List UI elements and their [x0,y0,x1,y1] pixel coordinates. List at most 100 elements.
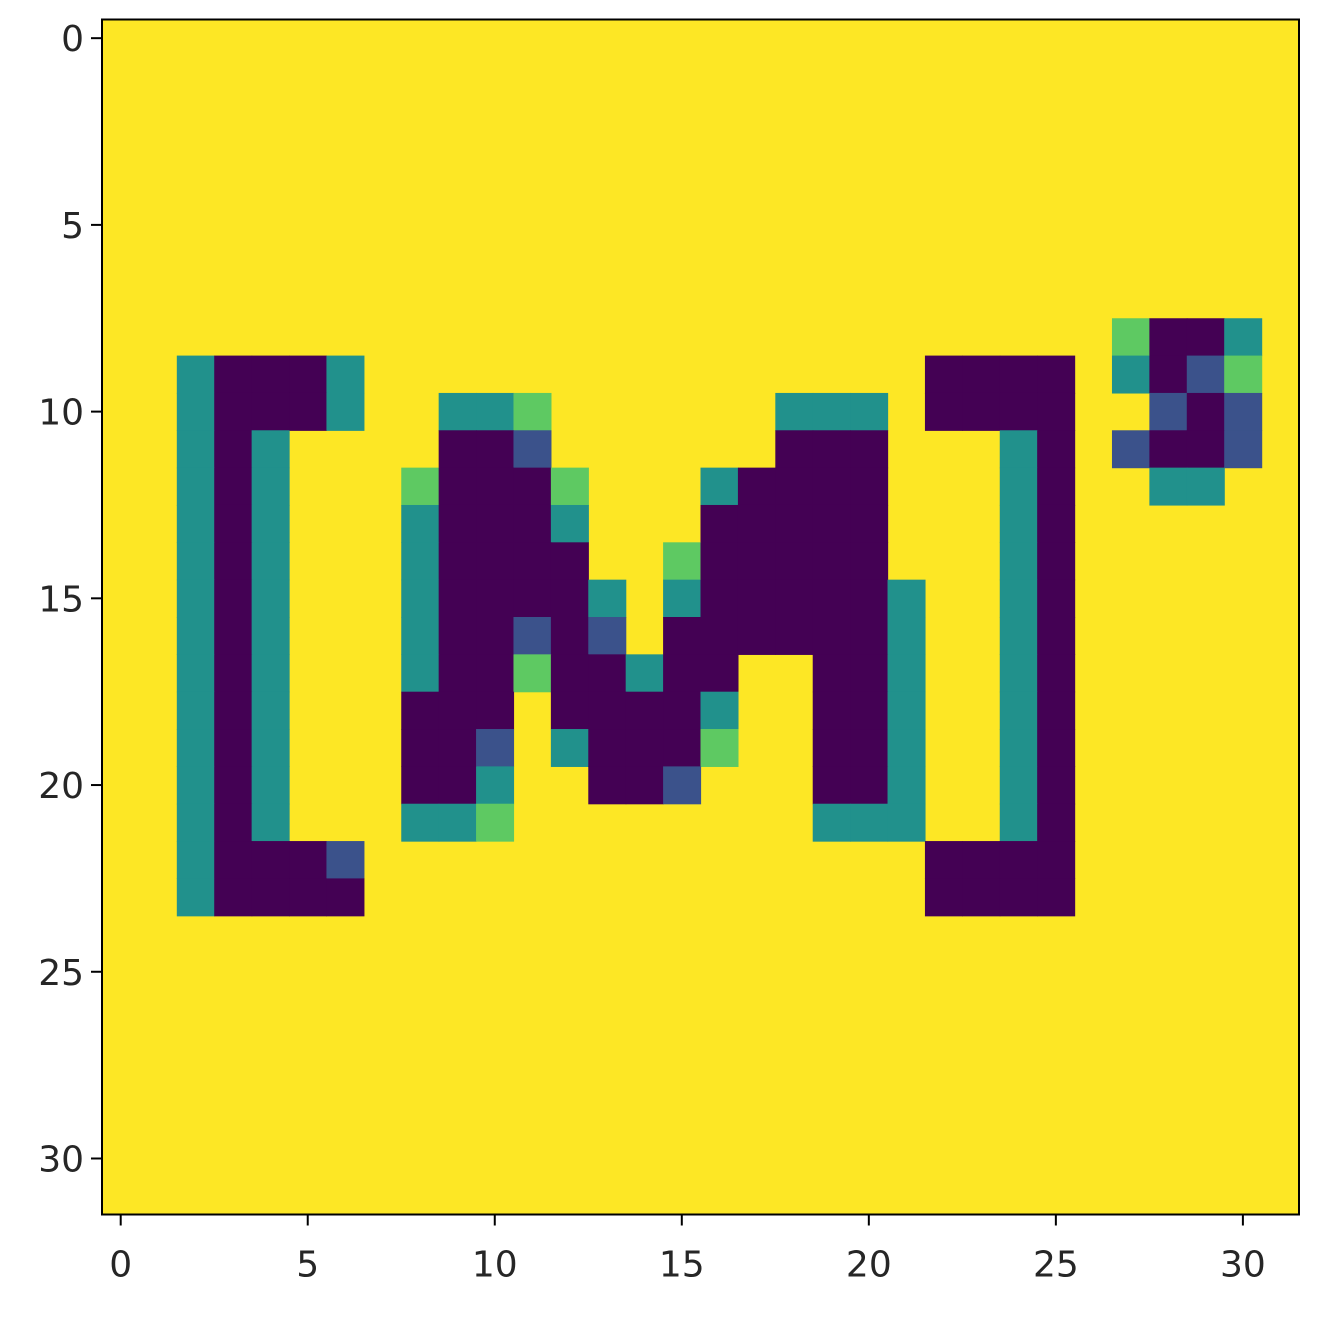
y-tick-label: 30 [38,1139,84,1180]
heatmap-cell [176,579,215,618]
heatmap-cell [438,430,477,469]
heatmap-cell [438,392,477,431]
heatmap-cell [962,355,1001,394]
heatmap-cell [775,504,814,543]
heatmap-cell [850,803,889,842]
heatmap-cell [214,841,253,879]
heatmap-cell [999,878,1038,917]
heatmap-cell [401,803,440,842]
heatmap-cell [176,729,215,767]
heatmap-cell [214,467,253,506]
x-tick-label: 0 [109,1245,132,1286]
heatmap-cell [438,542,477,581]
y-tick-label: 5 [61,206,84,247]
heatmap-cell [1149,392,1188,431]
heatmap-cell [588,691,627,730]
heatmap-cell [401,617,440,655]
x-axis: 0 5 10 15 20 25 30 [109,1214,1266,1286]
heatmap-cell [588,766,627,805]
heatmap-cell [550,617,589,655]
heatmap-cell [700,579,739,618]
heatmap-cell [1186,467,1225,506]
heatmap-cell [1186,392,1225,431]
heatmap-cell [476,766,515,805]
heatmap-cell [850,504,889,543]
heatmap-cell [887,691,926,730]
heatmap-cell [812,803,851,842]
heatmap-cell [438,729,477,767]
heatmap-cell [550,691,589,730]
heatmap-cell [176,617,215,655]
heatmap-cell [176,766,215,805]
heatmap-cell [625,654,664,693]
heatmap-cell [850,617,889,655]
heatmap-cell [289,841,328,879]
x-tick-label: 20 [846,1245,892,1286]
heatmap-cell [1111,430,1150,469]
x-tick-label: 25 [1033,1245,1079,1286]
heatmap-cell [737,467,776,506]
heatmap-cell [850,542,889,581]
heatmap-cell [401,691,440,730]
heatmap-cell [1037,803,1076,842]
heatmap-cell [438,504,477,543]
heatmap-cell [999,803,1038,842]
heatmap-cell [850,654,889,693]
heatmap-cell [700,729,739,767]
heatmap-cell [513,654,552,693]
heatmap-cell [588,617,627,655]
heatmap-cell [550,542,589,581]
heatmap-cell [438,691,477,730]
heatmap-cell [700,542,739,581]
heatmap-cell [700,504,739,543]
heatmap-cell [176,355,215,394]
heatmap-cell [214,392,253,431]
heatmap-cell [812,542,851,581]
heatmap-cell [289,878,328,917]
heatmap-cell [289,355,328,394]
heatmap-cell [401,766,440,805]
heatmap-cell [550,729,589,767]
heatmap-cell [401,542,440,581]
heatmap-cell [1111,318,1150,357]
heatmap-cell [214,617,253,655]
heatmap-cell [176,878,215,917]
heatmap-cell [850,579,889,618]
heatmap-cell [476,430,515,469]
heatmap-cell [1037,617,1076,655]
heatmap-cell [251,766,290,805]
heatmap-cell [1037,542,1076,581]
heatmap-cell [1037,392,1076,431]
heatmap-cell [214,504,253,543]
heatmap-cell [812,430,851,469]
y-tick-label: 20 [38,766,84,807]
heatmap-cell [812,617,851,655]
heatmap-cell [251,504,290,543]
heatmap-cell [476,542,515,581]
heatmap-cell [1224,392,1263,431]
heatmap-cell [326,878,365,917]
heatmap-cell [700,654,739,693]
y-tick-label: 25 [38,953,84,994]
heatmap-cell [476,617,515,655]
heatmap-cell [438,617,477,655]
heatmap-cell [850,430,889,469]
heatmap-cell [214,355,253,394]
heatmap-cell [326,392,365,431]
heatmap-cell [214,430,253,469]
x-tick-label: 15 [659,1245,705,1286]
heatmap-cell [326,841,365,879]
heatmap-cell [1037,841,1076,879]
heatmap-cell [401,504,440,543]
heatmap-cell [251,654,290,693]
heatmap-cell [999,392,1038,431]
heatmap-cell [775,579,814,618]
heatmap-cell [999,579,1038,618]
heatmap-cell [625,766,664,805]
heatmap-cell [214,542,253,581]
heatmap-cell [887,729,926,767]
heatmap-cell [214,803,253,842]
heatmap-cell [476,392,515,431]
x-tick-label: 10 [472,1245,518,1286]
heatmap-cell [476,504,515,543]
